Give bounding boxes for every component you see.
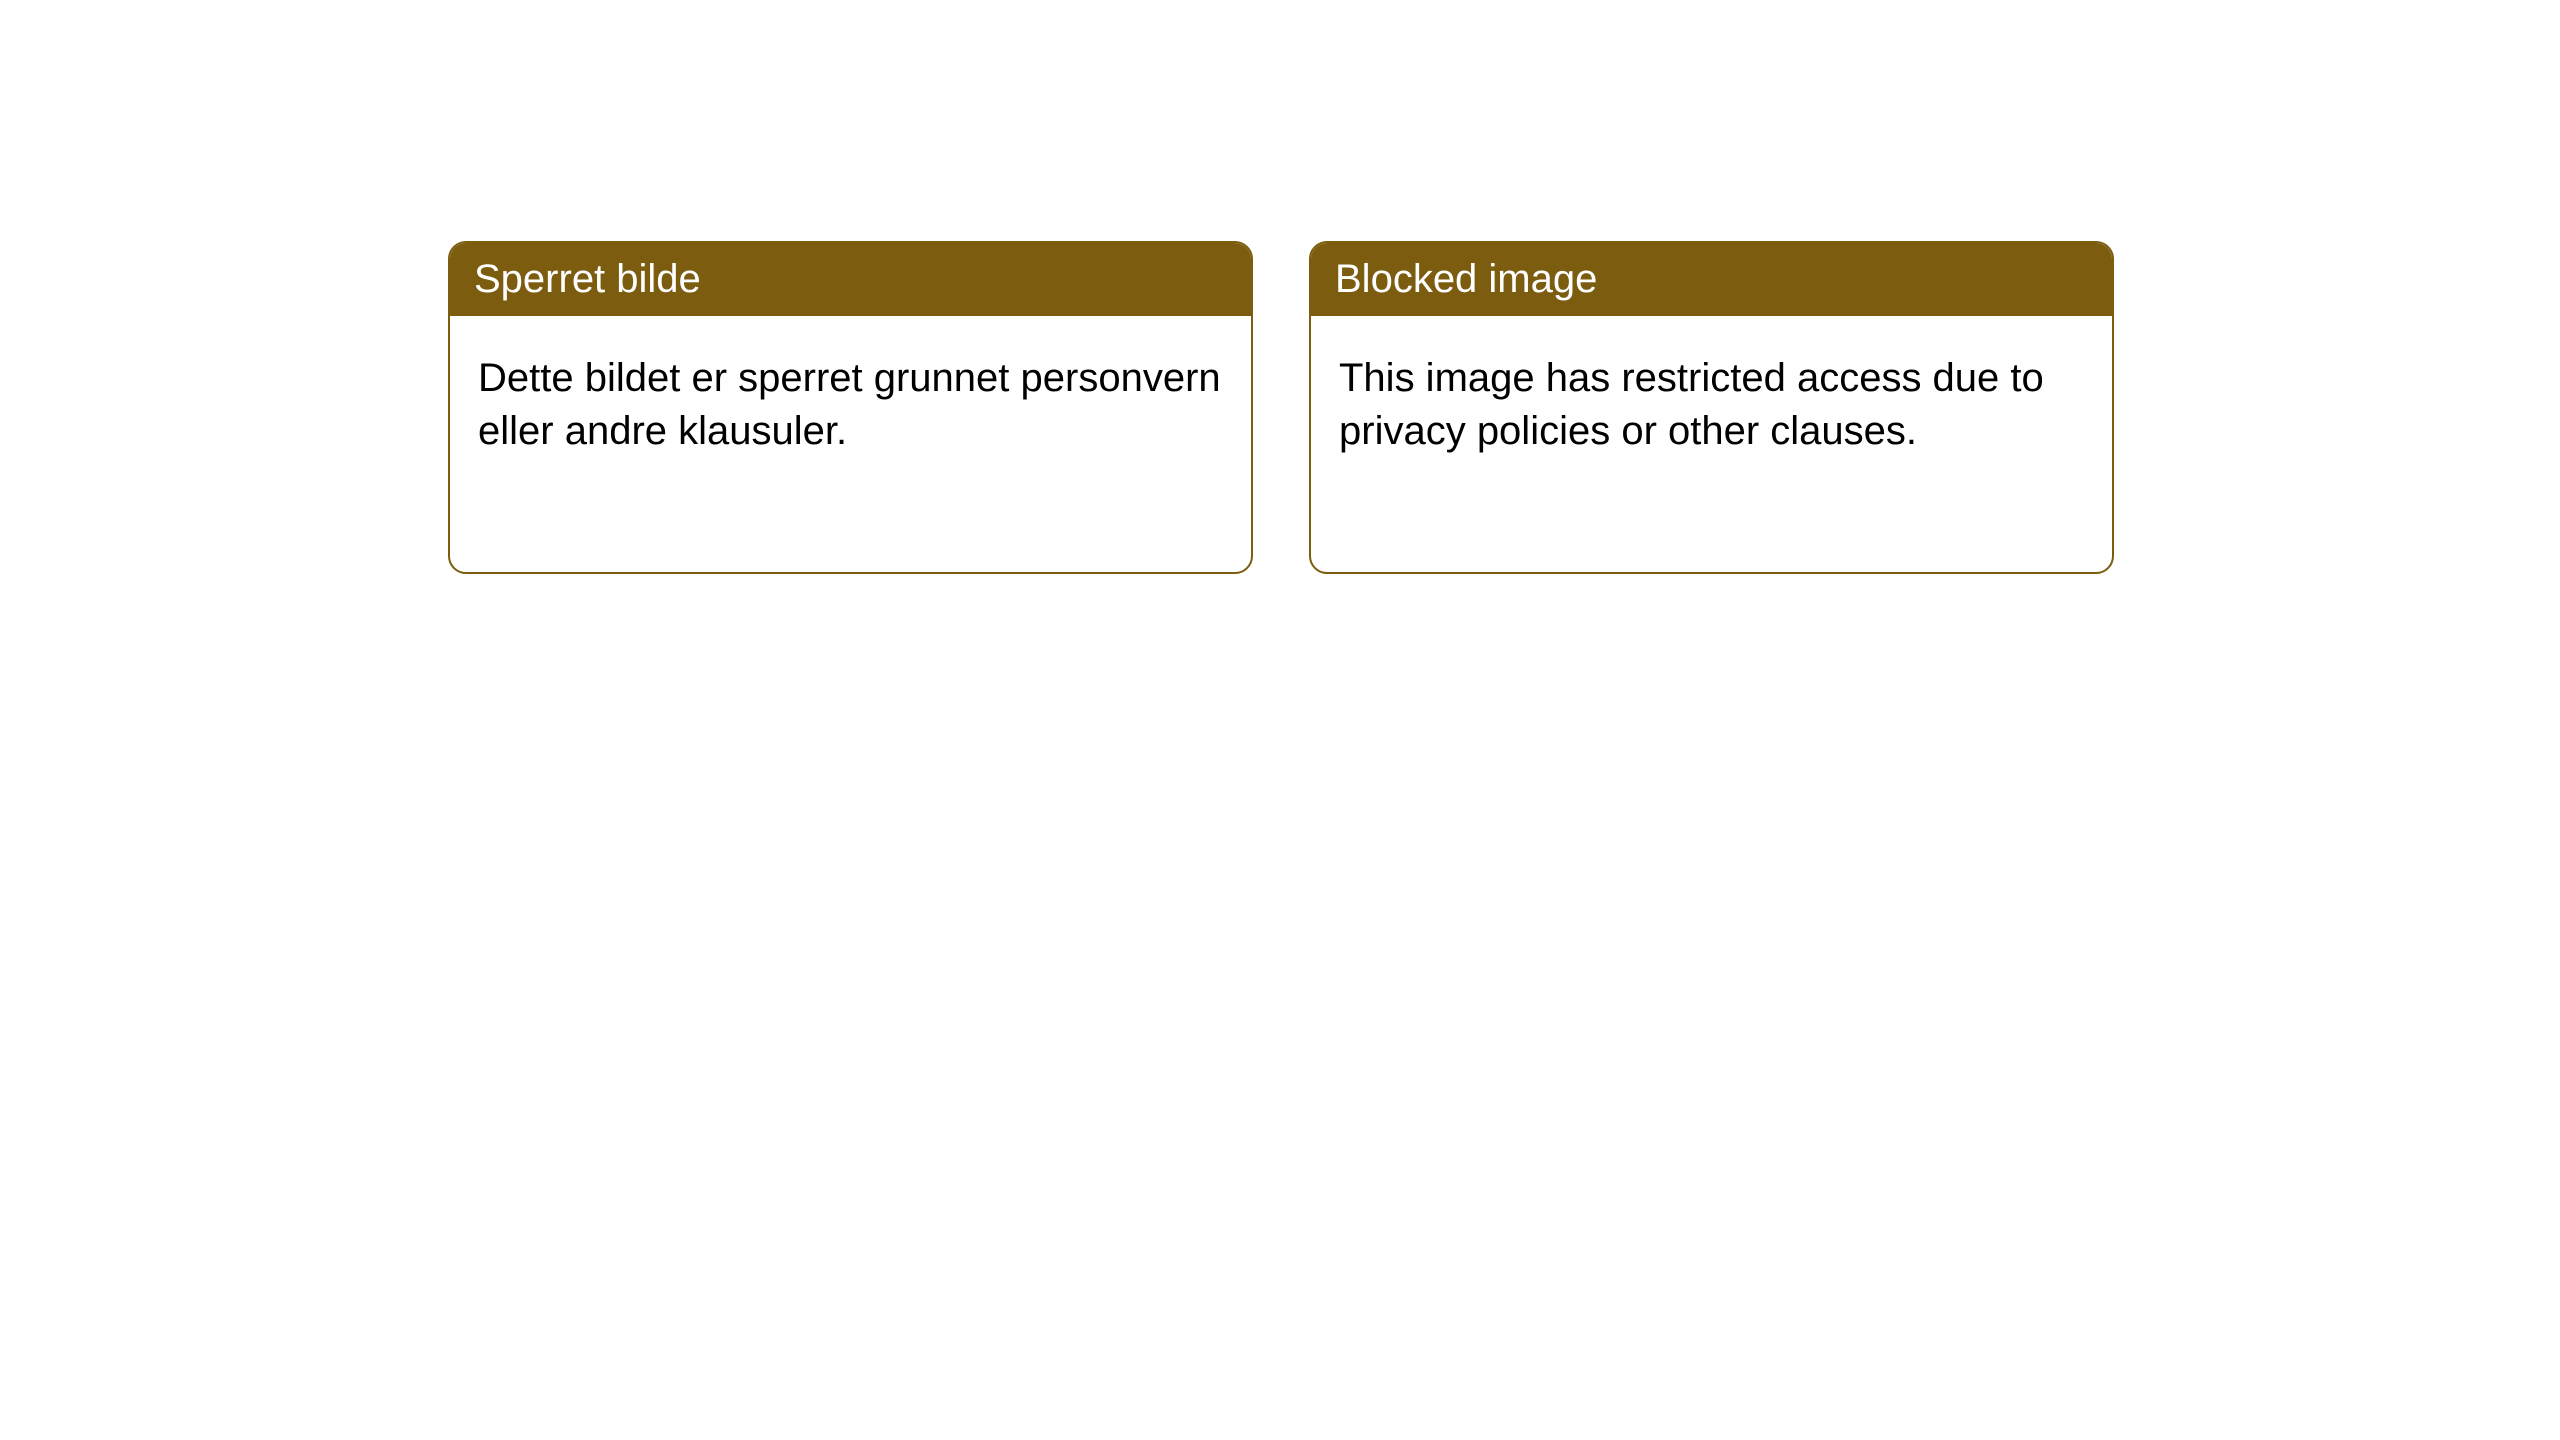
card-header-no: Sperret bilde: [450, 243, 1251, 316]
card-header-en: Blocked image: [1311, 243, 2112, 316]
blocked-image-card-no: Sperret bilde Dette bildet er sperret gr…: [448, 241, 1253, 574]
card-body-no: Dette bildet er sperret grunnet personve…: [450, 316, 1251, 494]
notice-cards-container: Sperret bilde Dette bildet er sperret gr…: [448, 241, 2114, 574]
card-body-en: This image has restricted access due to …: [1311, 316, 2112, 494]
blocked-image-card-en: Blocked image This image has restricted …: [1309, 241, 2114, 574]
